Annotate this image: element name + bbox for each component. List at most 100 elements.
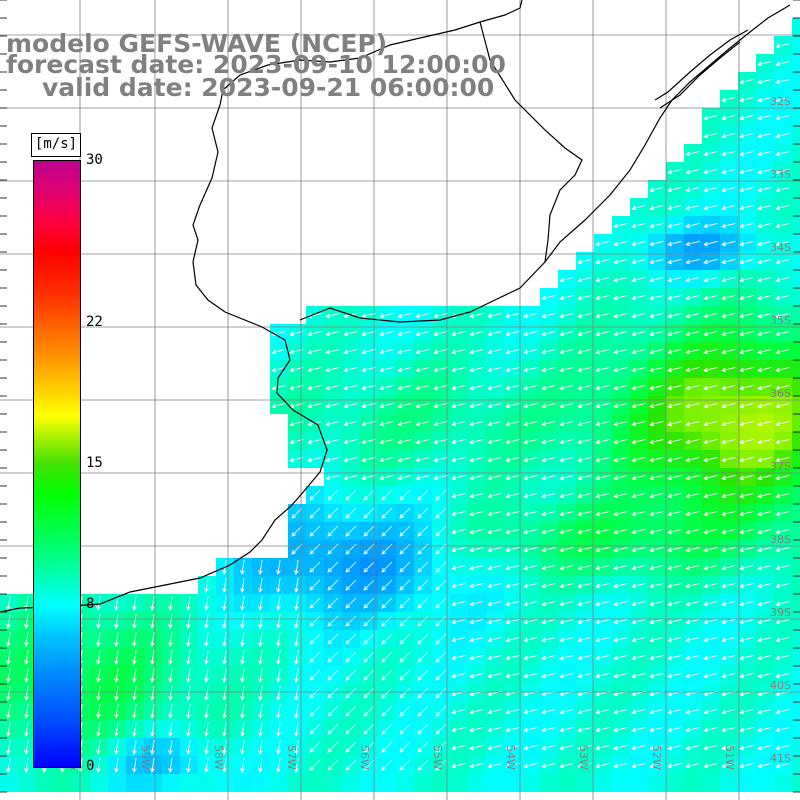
wind-arrow — [721, 600, 736, 607]
wind-arrow — [703, 582, 718, 589]
wind-arrow — [721, 654, 736, 661]
wind-arrow — [505, 312, 520, 319]
wind-arrow — [703, 654, 718, 661]
wind-arrow — [613, 420, 628, 427]
wind-arrow — [649, 276, 664, 283]
wind-arrow — [132, 704, 137, 719]
wind-cell — [792, 198, 800, 216]
wind-arrow — [435, 489, 447, 501]
wind-arrow — [276, 704, 281, 719]
wind-arrow — [649, 240, 664, 247]
wind-arrow — [577, 348, 592, 355]
wind-cell — [738, 774, 756, 792]
wind-cell — [414, 774, 432, 792]
wind-arrow — [685, 258, 700, 265]
wind-arrow — [541, 636, 556, 643]
wind-arrow — [469, 600, 484, 607]
wind-arrow — [451, 564, 466, 571]
wind-arrow — [541, 294, 556, 301]
wind-arrow — [114, 740, 119, 755]
wind-arrow — [6, 650, 11, 665]
wind-arrow — [523, 654, 538, 661]
wind-arrow — [363, 687, 375, 699]
wind-arrow — [222, 686, 227, 701]
wind-arrow — [667, 672, 682, 679]
wind-arrow — [703, 186, 718, 193]
wind-arrow — [469, 510, 484, 517]
wind-cell — [540, 774, 558, 792]
wind-arrow — [294, 650, 299, 665]
wind-arrow — [309, 651, 321, 663]
wind-arrow — [505, 582, 520, 589]
wind-cell — [504, 774, 522, 792]
wind-arrow — [399, 669, 411, 681]
wind-arrow — [186, 668, 191, 683]
wind-arrow — [276, 596, 281, 611]
wind-arrow — [631, 402, 646, 409]
wind-arrow — [541, 618, 556, 625]
wind-arrow — [397, 384, 412, 391]
wind-arrow — [559, 510, 574, 517]
wind-arrow — [613, 366, 628, 373]
wind-arrow — [258, 614, 263, 629]
wind-arrow — [739, 312, 754, 319]
wind-arrow — [703, 384, 718, 391]
wind-arrow — [703, 708, 718, 715]
wind-arrow — [469, 708, 484, 715]
wind-arrow — [505, 510, 520, 517]
wind-cell — [792, 774, 800, 792]
wind-arrow — [595, 384, 610, 391]
wind-arrow — [294, 722, 299, 737]
wind-cell — [792, 288, 800, 306]
wind-arrow — [757, 528, 772, 535]
wind-arrow — [649, 636, 664, 643]
wind-arrow — [240, 758, 245, 773]
wind-arrow — [775, 528, 790, 535]
wind-arrow — [685, 456, 700, 463]
wind-arrow — [451, 654, 466, 661]
wind-arrow — [433, 348, 448, 355]
wind-arrow — [757, 600, 772, 607]
wind-arrow — [649, 258, 664, 265]
wind-arrow — [487, 582, 502, 589]
latitude-label: 32S — [770, 95, 791, 108]
wind-arrow — [559, 708, 574, 715]
wind-arrow — [451, 618, 466, 625]
wind-arrow — [613, 402, 628, 409]
wind-arrow — [523, 600, 538, 607]
wind-arrow — [132, 686, 137, 701]
colorbar-tick-label: 0 — [86, 758, 95, 774]
wind-arrow — [309, 723, 321, 735]
wind-arrow — [667, 510, 682, 517]
wind-cell — [702, 774, 720, 792]
wind-arrow — [132, 722, 137, 737]
wind-arrow — [667, 762, 682, 769]
wind-arrow — [309, 705, 321, 717]
wind-arrow — [379, 312, 394, 319]
wind-arrow — [685, 528, 700, 535]
wind-cell — [792, 90, 800, 108]
wind-arrow — [469, 384, 484, 391]
wind-arrow — [361, 366, 376, 373]
wind-arrow — [523, 330, 538, 337]
wind-arrow — [345, 597, 357, 609]
wind-arrow — [435, 651, 447, 663]
wind-arrow — [739, 240, 754, 247]
wind-arrow — [469, 402, 484, 409]
wind-arrow — [469, 492, 484, 499]
wind-arrow — [703, 420, 718, 427]
wind-arrow — [685, 420, 700, 427]
wind-arrow — [381, 633, 393, 645]
wind-arrow — [649, 186, 664, 193]
wind-cell — [378, 774, 396, 792]
wind-arrow — [577, 438, 592, 445]
wind-arrow — [417, 579, 429, 591]
wind-arrow — [258, 704, 263, 719]
wind-arrow — [24, 614, 29, 629]
wind-cell — [252, 774, 270, 792]
wind-arrow — [613, 600, 628, 607]
wind-arrow — [327, 597, 339, 609]
wind-arrow — [294, 578, 299, 593]
wind-arrow — [415, 456, 430, 463]
wind-arrow — [649, 528, 664, 535]
